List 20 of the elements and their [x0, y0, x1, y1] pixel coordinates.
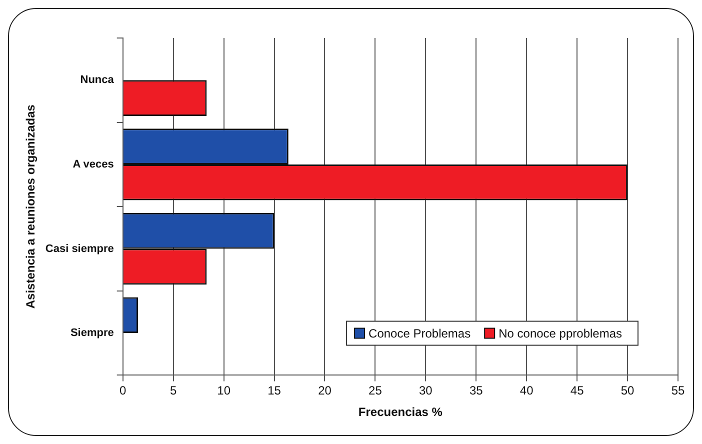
y-tick-label: Nunca	[80, 74, 115, 86]
legend-label: Conoce Problemas	[368, 326, 471, 341]
x-tick-label: 50	[620, 384, 635, 398]
legend-label: No conoce pproblemas	[498, 326, 622, 341]
x-axis-title: Frecuencias %	[358, 405, 443, 420]
x-tick-label: 0	[120, 384, 127, 398]
y-tick-label: Siempre	[70, 327, 114, 340]
x-tick-label: 40	[520, 384, 534, 398]
x-tick-label: 20	[318, 384, 332, 398]
x-tick-label: 5	[170, 384, 178, 398]
x-tick-label: 30	[418, 384, 433, 398]
x-tick-label: 15	[268, 384, 282, 398]
x-tick-label: 10	[217, 384, 231, 398]
x-tick-label: 45	[570, 384, 584, 398]
x-tick-label: 35	[469, 384, 484, 398]
y-tick-label: A veces	[72, 158, 114, 170]
x-tick-label: 55	[671, 384, 685, 398]
y-axis-title: Asistencia a reuniones organizadas	[24, 104, 38, 309]
x-tick-label: 25	[368, 384, 382, 398]
y-tick-label: Casi siempre	[45, 242, 114, 255]
